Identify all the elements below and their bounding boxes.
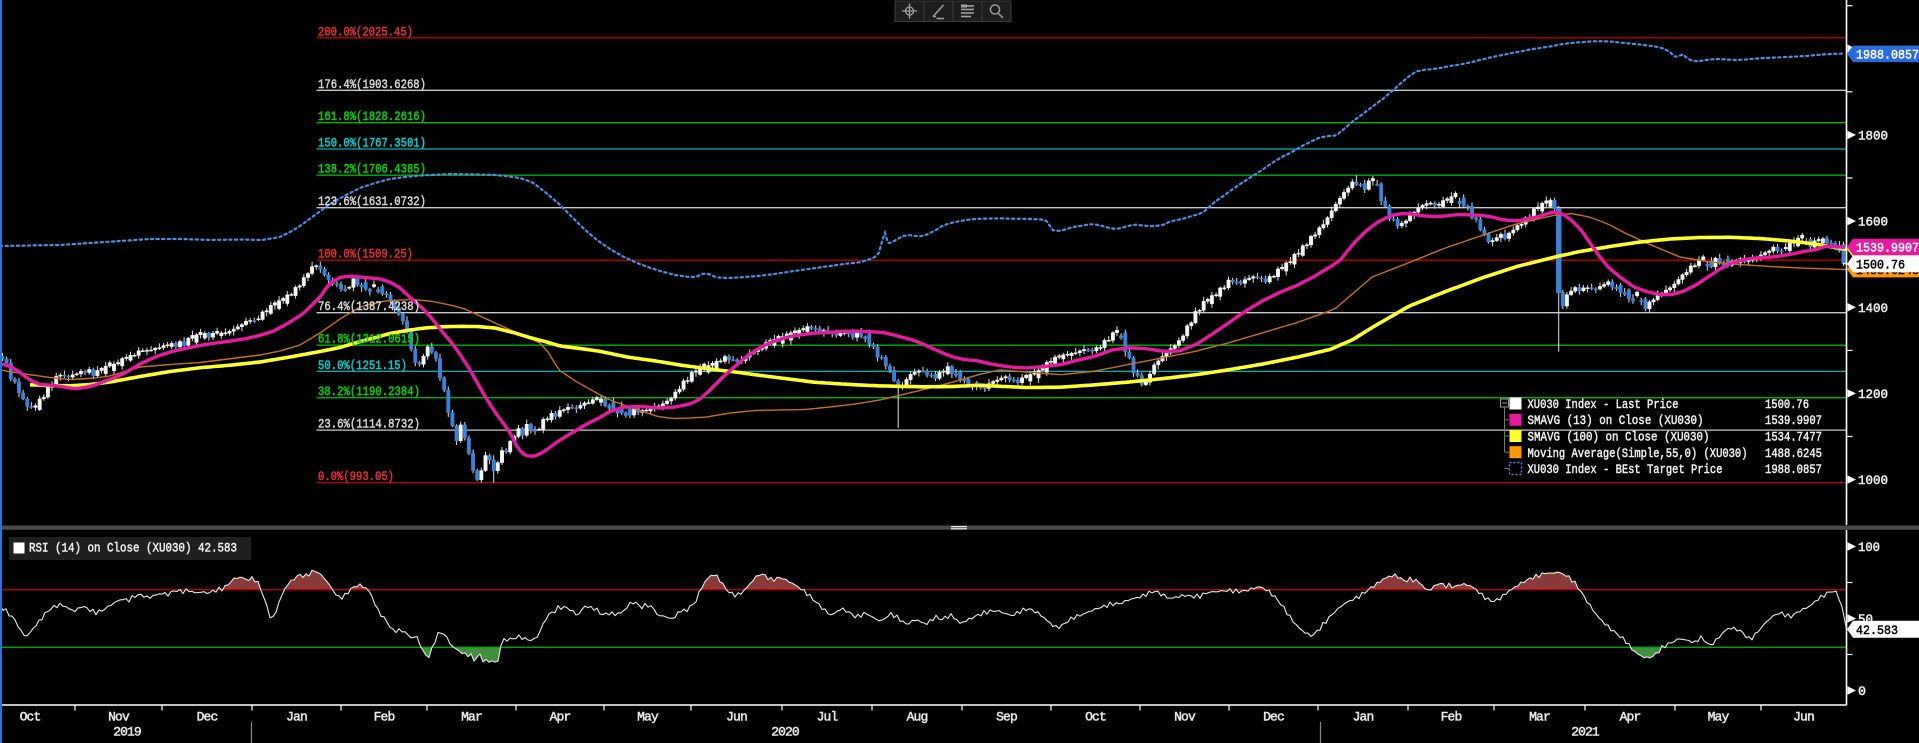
- svg-text:Jan: Jan: [1353, 710, 1374, 725]
- svg-text:1800: 1800: [1858, 128, 1888, 143]
- svg-text:138.2%(1706.4385): 138.2%(1706.4385): [318, 162, 426, 177]
- svg-text:1488.6245: 1488.6245: [1765, 446, 1822, 461]
- svg-text:XU030 Index - BEst Target Pric: XU030 Index - BEst Target Price: [1528, 462, 1723, 477]
- svg-text:Sep: Sep: [996, 710, 1017, 725]
- svg-text:50.0%(1251.15): 50.0%(1251.15): [318, 358, 407, 373]
- svg-text:Jul: Jul: [817, 710, 839, 725]
- svg-text:2021: 2021: [1571, 725, 1600, 740]
- svg-text:Aug: Aug: [907, 710, 928, 725]
- svg-text:42.583: 42.583: [1856, 623, 1898, 638]
- svg-text:1988.0857: 1988.0857: [1856, 48, 1919, 63]
- svg-text:2020: 2020: [771, 725, 799, 740]
- svg-text:176.4%(1903.6268): 176.4%(1903.6268): [318, 77, 426, 92]
- svg-text:1539.9907: 1539.9907: [1765, 413, 1822, 428]
- svg-text:38.2%(1190.2384): 38.2%(1190.2384): [318, 384, 420, 399]
- svg-text:Feb: Feb: [374, 710, 395, 725]
- svg-text:Nov: Nov: [108, 710, 130, 725]
- svg-text:100: 100: [1858, 540, 1880, 555]
- svg-text:RSI (14) on Close (XU030) 42.: RSI (14) on Close (XU030) 42.583: [29, 541, 237, 556]
- svg-text:161.8%(1828.2616): 161.8%(1828.2616): [318, 109, 426, 124]
- svg-text:SMAVG (100) on Close (XU030): SMAVG (100) on Close (XU030): [1528, 430, 1710, 445]
- svg-text:200.0%(2025.45): 200.0%(2025.45): [318, 24, 413, 39]
- svg-text:2019: 2019: [113, 725, 141, 740]
- svg-text:Apr: Apr: [1620, 710, 1641, 725]
- svg-text:1400: 1400: [1858, 301, 1888, 316]
- svg-text:76.4%(1387.4238): 76.4%(1387.4238): [318, 299, 420, 314]
- svg-text:1200: 1200: [1858, 387, 1888, 402]
- svg-text:May: May: [1708, 710, 1730, 725]
- svg-text:SMAVG (13) on Close (XU030): SMAVG (13) on Close (XU030): [1528, 413, 1704, 428]
- svg-text:Dec: Dec: [197, 710, 218, 725]
- svg-text:Feb: Feb: [1441, 710, 1462, 725]
- svg-text:Jun: Jun: [1793, 710, 1814, 725]
- svg-text:Moving Average(Simple,55,0) (X: Moving Average(Simple,55,0) (XU030): [1528, 446, 1748, 461]
- svg-text:Oct: Oct: [20, 710, 41, 725]
- svg-text:1539.9907: 1539.9907: [1856, 241, 1919, 256]
- svg-text:Oct: Oct: [1085, 710, 1106, 725]
- svg-text:1988.0857: 1988.0857: [1765, 462, 1822, 477]
- svg-text:23.6%(1114.8732): 23.6%(1114.8732): [318, 417, 420, 432]
- svg-text:1534.7477: 1534.7477: [1765, 430, 1822, 445]
- svg-text:Mar: Mar: [1529, 710, 1550, 725]
- svg-text:Dec: Dec: [1263, 710, 1284, 725]
- svg-text:Apr: Apr: [550, 710, 571, 725]
- svg-text:100.0%(1509.25): 100.0%(1509.25): [318, 247, 413, 262]
- svg-text:1500.76: 1500.76: [1856, 258, 1905, 273]
- svg-text:Jun: Jun: [726, 710, 747, 725]
- svg-text:Mar: Mar: [461, 710, 482, 725]
- svg-text:0: 0: [1858, 684, 1866, 699]
- svg-text:Nov: Nov: [1174, 710, 1196, 725]
- svg-text:150.0%(1767.3501): 150.0%(1767.3501): [318, 136, 426, 151]
- svg-text:Jan: Jan: [286, 710, 307, 725]
- svg-text:XU030 Index - Last Price: XU030 Index - Last Price: [1528, 397, 1679, 412]
- svg-text:1000: 1000: [1858, 473, 1888, 488]
- svg-text:1500.76: 1500.76: [1765, 397, 1809, 412]
- svg-text:61.8%(1312.0615): 61.8%(1312.0615): [318, 332, 420, 347]
- svg-text:1600: 1600: [1858, 215, 1888, 230]
- svg-text:123.6%(1631.0732): 123.6%(1631.0732): [318, 194, 426, 209]
- svg-text:May: May: [637, 710, 659, 725]
- svg-text:0.0%(993.05): 0.0%(993.05): [318, 469, 394, 484]
